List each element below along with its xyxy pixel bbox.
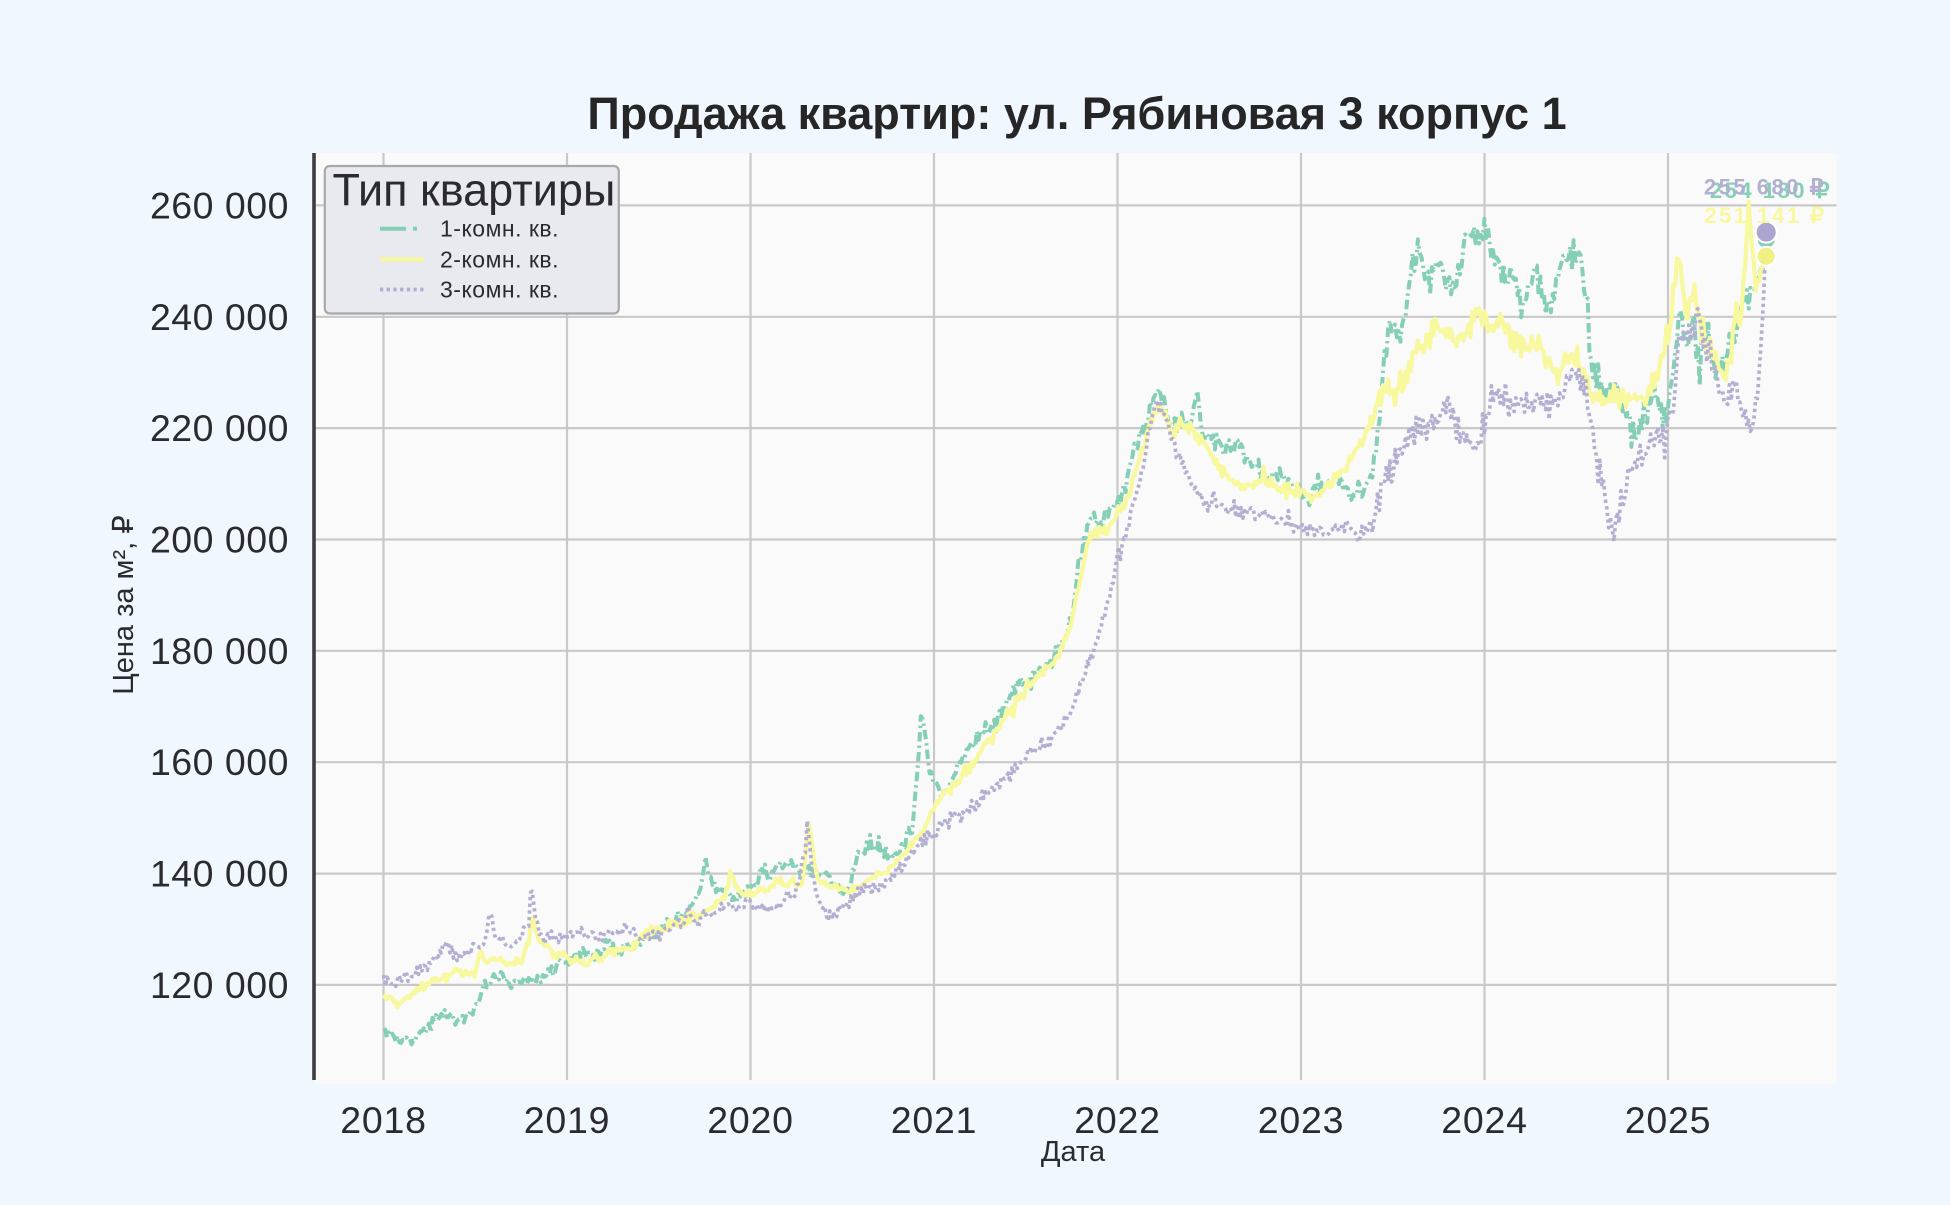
svg-text:240 000: 240 000 — [150, 296, 289, 338]
svg-text:200 000: 200 000 — [150, 519, 289, 561]
svg-text:2022: 2022 — [1074, 1099, 1161, 1141]
svg-text:Продажа квартир: ул. Рябиновая: Продажа квартир: ул. Рябиновая 3 корпус … — [587, 88, 1566, 139]
svg-text:255 680 ₽: 255 680 ₽ — [1704, 175, 1826, 200]
svg-text:Тип квартиры: Тип квартиры — [333, 165, 616, 216]
svg-text:Дата: Дата — [1041, 1136, 1106, 1168]
svg-text:2020: 2020 — [707, 1099, 794, 1141]
svg-text:2023: 2023 — [1258, 1099, 1345, 1141]
svg-text:260 000: 260 000 — [150, 184, 289, 226]
svg-text:2-комн. кв.: 2-комн. кв. — [440, 246, 559, 272]
svg-text:140 000: 140 000 — [150, 853, 289, 895]
svg-text:2025: 2025 — [1625, 1099, 1712, 1141]
svg-text:160 000: 160 000 — [150, 741, 289, 783]
svg-text:3-комн. кв.: 3-комн. кв. — [440, 277, 559, 303]
svg-text:2021: 2021 — [891, 1099, 978, 1141]
svg-text:Цена за м², ₽: Цена за м², ₽ — [108, 515, 140, 694]
svg-text:2018: 2018 — [340, 1099, 427, 1141]
svg-text:1-комн. кв.: 1-комн. кв. — [440, 216, 559, 242]
svg-text:2019: 2019 — [524, 1099, 611, 1141]
svg-text:220 000: 220 000 — [150, 407, 289, 449]
svg-text:2024: 2024 — [1441, 1099, 1528, 1141]
svg-text:180 000: 180 000 — [150, 630, 289, 672]
svg-text:120 000: 120 000 — [150, 964, 289, 1006]
svg-text:251 141 ₽: 251 141 ₽ — [1704, 203, 1826, 228]
svg-text:254 180 ₽: 254 180 ₽ — [1710, 178, 1832, 203]
